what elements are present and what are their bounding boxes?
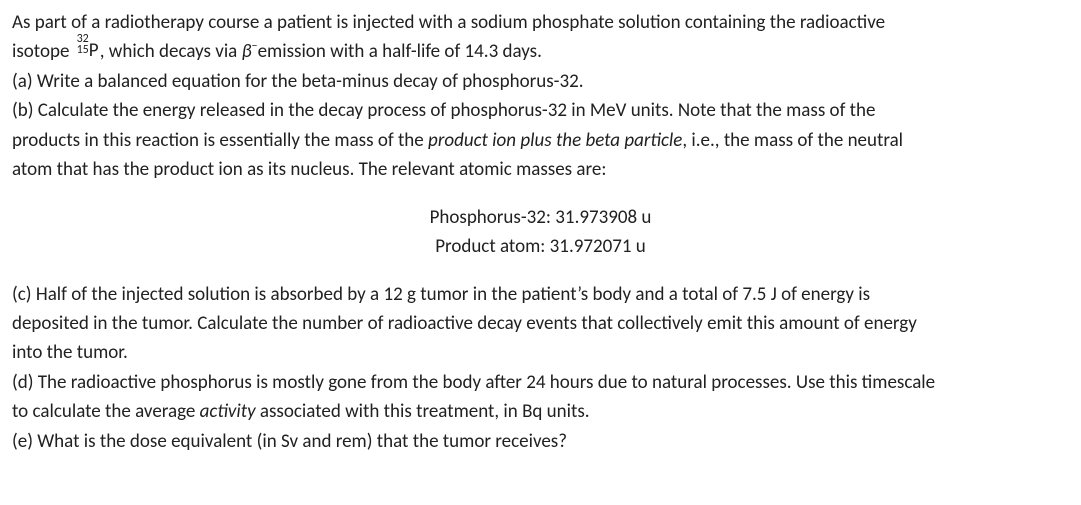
part-a: (a) Write a balanced equation for the be… [12, 70, 584, 93]
part-b-l2-pre: products in this reaction is essentially… [12, 129, 428, 152]
problem-text: As part of a radiotherapy course a patie… [12, 8, 1069, 456]
part-b-l3: atom that has the product ion as its nuc… [12, 158, 606, 181]
mass-product: Product atom: 31.972071 u [435, 235, 646, 258]
part-b-l1: (b) Calculate the energy released in the… [12, 99, 875, 122]
part-d-l1: (d) The radioactive phosphorus is mostly… [12, 371, 935, 394]
part-d-l2-em: activity [200, 400, 256, 423]
isotope-element: P [89, 36, 99, 65]
part-d-l2-pre: to calculate the average [12, 400, 200, 423]
mass-p32: Phosphorus-32: 31.973908 u [430, 206, 652, 229]
part-c-l1: (c) Half of the injected solution is abs… [12, 283, 870, 306]
isotope-z: 15 [77, 41, 89, 60]
part-e: (e) What is the dose equivalent (in Sv a… [12, 430, 567, 453]
isotope-symbol: 3215P [74, 38, 100, 57]
beta-symbol: β [242, 40, 252, 63]
intro-line2-pre: isotope [12, 40, 74, 63]
part-d-l2-post: associated with this treatment, in Bq un… [256, 400, 590, 423]
intro-line1: As part of a radiotherapy course a patie… [12, 11, 885, 34]
part-c-l3: into the tumor. [12, 341, 128, 364]
part-b-l2-post: , i.e., the mass of the neutral [682, 129, 903, 152]
intro-line2-post: emission with a half-life of 14.3 days. [258, 40, 542, 63]
part-c-l2: deposited in the tumor. Calculate the nu… [12, 312, 917, 335]
part-b-l2-em: product ion plus the beta particle [428, 129, 682, 152]
masses-block: Phosphorus-32: 31.973908 u Product atom:… [12, 203, 1069, 262]
intro-line2-mid: , which decays via [100, 40, 242, 63]
